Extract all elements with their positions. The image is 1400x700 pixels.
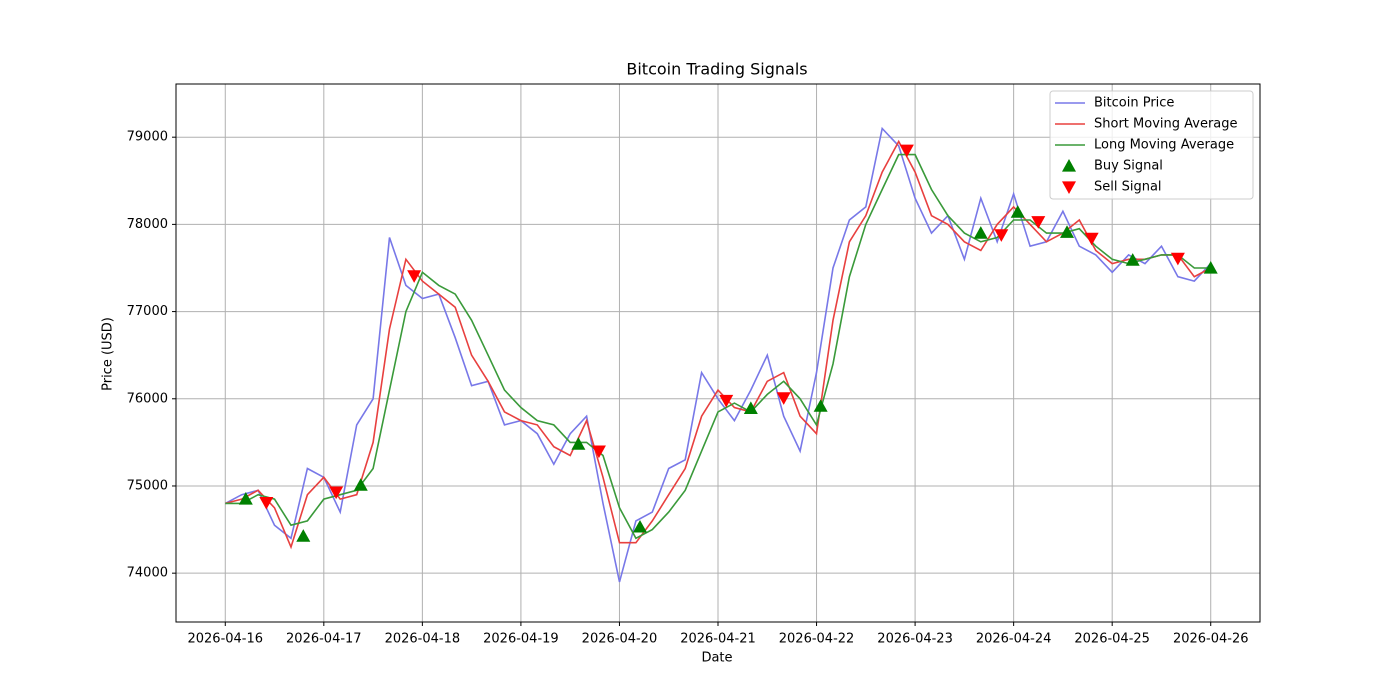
signal-marker <box>632 519 647 533</box>
signal-marker <box>1031 216 1046 229</box>
legend-label: Buy Signal <box>1094 159 1163 174</box>
x-tick-label: 2026-04-25 <box>1074 632 1150 647</box>
signal-marker <box>1125 253 1140 266</box>
x-tick-label: 2026-04-18 <box>385 632 461 647</box>
signal-marker <box>973 226 988 239</box>
y-tick-label: 77000 <box>127 304 168 319</box>
signal-marker <box>1084 232 1099 246</box>
signal-marker <box>259 496 274 510</box>
y-tick-label: 76000 <box>127 391 168 406</box>
signal-marker <box>813 399 828 412</box>
x-tick-label: 2026-04-26 <box>1173 632 1249 647</box>
signal-marker <box>1010 205 1025 218</box>
x-axis-label: Date <box>701 651 732 666</box>
signal-marker <box>719 394 734 408</box>
legend-label: Long Moving Average <box>1094 138 1234 153</box>
signal-marker <box>591 445 606 459</box>
legend-marker <box>1062 159 1076 172</box>
x-tick-label: 2026-04-23 <box>877 632 953 647</box>
x-tick-label: 2026-04-21 <box>680 632 756 647</box>
signal-marker <box>1170 252 1185 266</box>
price-line <box>225 139 1212 550</box>
y-tick-label: 74000 <box>127 566 168 581</box>
signal-marker <box>1060 225 1075 238</box>
signal-marker <box>296 529 311 542</box>
plot-frame <box>175 83 1261 623</box>
y-tick-label: 75000 <box>127 478 168 493</box>
x-tick-label: 2026-04-20 <box>582 632 658 647</box>
y-axis-label: Price (USD) <box>101 317 116 391</box>
signal-marker <box>407 270 422 283</box>
legend-label: Bitcoin Price <box>1094 96 1174 111</box>
x-tick-label: 2026-04-17 <box>286 632 362 647</box>
signal-marker <box>743 401 758 414</box>
price-line <box>225 153 1211 540</box>
x-tick-label: 2026-04-19 <box>483 632 559 647</box>
legend-label: Sell Signal <box>1094 180 1162 195</box>
signal-marker <box>571 437 586 450</box>
signal-marker <box>329 486 344 500</box>
signal-marker <box>994 229 1009 242</box>
signal-marker <box>1203 260 1218 274</box>
legend-label: Short Moving Average <box>1094 117 1238 132</box>
signal-marker <box>899 144 914 158</box>
legend-marker <box>1062 181 1076 194</box>
chart-title: Bitcoin Trading Signals <box>626 60 807 79</box>
signal-marker <box>776 392 791 405</box>
legend-box <box>1049 90 1254 200</box>
signal-marker <box>238 492 253 505</box>
x-tick-label: 2026-04-24 <box>976 632 1052 647</box>
signal-marker <box>353 478 368 491</box>
y-tick-label: 79000 <box>127 130 168 145</box>
x-tick-label: 2026-04-22 <box>779 632 855 647</box>
y-tick-label: 78000 <box>127 217 168 232</box>
x-tick-label: 2026-04-16 <box>187 632 263 647</box>
